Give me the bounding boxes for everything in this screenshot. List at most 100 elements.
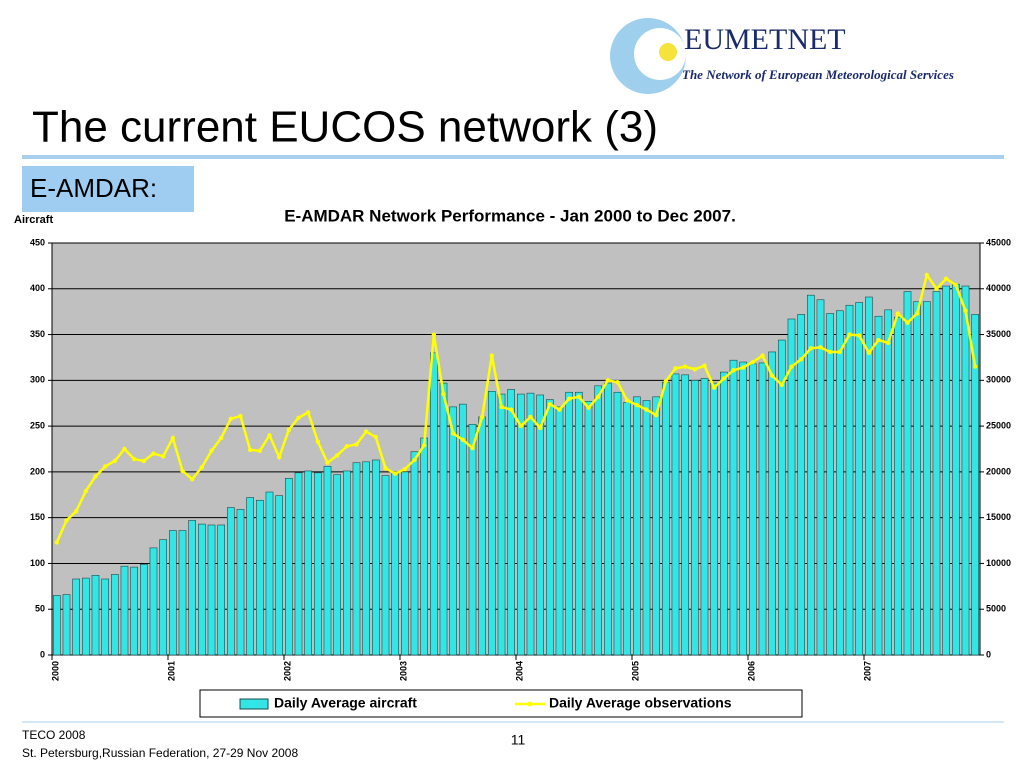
- bar: [700, 378, 709, 656]
- bar: [555, 406, 564, 656]
- bar: [227, 507, 235, 656]
- bar: [91, 575, 100, 656]
- line-marker: [566, 396, 572, 401]
- line-marker: [547, 401, 553, 407]
- line-marker: [64, 518, 69, 523]
- bar: [710, 382, 719, 656]
- x-tick-label: 2004: [514, 661, 524, 681]
- line-marker: [228, 416, 234, 421]
- line-marker: [354, 442, 359, 447]
- line-marker: [112, 458, 118, 464]
- bar: [169, 530, 177, 656]
- line-marker: [276, 455, 282, 460]
- bar: [729, 359, 738, 656]
- y2-tick-label: 10000: [986, 558, 1011, 568]
- line-marker: [180, 468, 185, 474]
- line-marker: [73, 509, 79, 514]
- bar: [439, 382, 448, 656]
- line-marker: [721, 376, 727, 381]
- bar: [82, 577, 90, 656]
- line-marker: [479, 414, 485, 420]
- bar: [787, 318, 796, 656]
- line-marker: [392, 471, 398, 476]
- footer-text: St. Petersburg,Russian Federation, 27-29…: [22, 746, 298, 760]
- line-marker: [189, 477, 195, 482]
- line-marker: [634, 402, 640, 408]
- line-marker: [702, 363, 707, 368]
- bar: [410, 451, 419, 656]
- bar: [497, 393, 506, 656]
- bar: [574, 391, 583, 656]
- line-marker: [682, 364, 688, 369]
- line-marker: [257, 448, 263, 454]
- logo-subtitle: The Network of European Meteorological S…: [682, 67, 954, 82]
- line-marker: [605, 378, 611, 383]
- y2-tick-label: 5000: [986, 604, 1006, 614]
- line-marker: [953, 282, 959, 288]
- bar: [719, 371, 728, 656]
- bar: [188, 520, 196, 656]
- line-marker: [663, 379, 669, 384]
- line-marker: [837, 349, 843, 355]
- bar: [603, 382, 612, 656]
- bar: [748, 363, 757, 656]
- line-marker: [441, 391, 446, 397]
- bar: [449, 406, 457, 656]
- line-marker: [122, 446, 127, 452]
- line-marker: [450, 431, 456, 436]
- legend-box: [199, 689, 803, 718]
- bar: [971, 314, 980, 656]
- bar: [816, 299, 825, 656]
- bar: [159, 539, 167, 656]
- bar: [516, 393, 525, 656]
- bar: [333, 474, 341, 656]
- bar: [951, 283, 960, 656]
- bar: [198, 523, 206, 656]
- footer-text: TECO 2008: [22, 728, 86, 742]
- line-marker: [586, 405, 591, 410]
- bar: [420, 437, 428, 656]
- line-marker: [373, 434, 379, 440]
- bar: [62, 594, 71, 656]
- page-number: 11: [511, 732, 526, 748]
- bar: [246, 497, 254, 656]
- y2-tick-label: 40000: [986, 283, 1011, 293]
- line-marker: [54, 540, 60, 545]
- line-marker: [131, 456, 137, 462]
- bar: [613, 391, 622, 656]
- line-marker: [924, 272, 930, 278]
- bar: [642, 400, 651, 656]
- bar: [120, 565, 129, 656]
- bar: [217, 524, 225, 656]
- bar: [893, 316, 902, 656]
- line-marker: [431, 332, 437, 337]
- y-axis-label: Aircraft: [14, 214, 53, 226]
- x-tick-label: 2000: [50, 661, 60, 681]
- bar: [304, 470, 312, 656]
- line-marker: [325, 460, 330, 465]
- line-marker: [885, 340, 891, 345]
- bar: [101, 578, 109, 656]
- bar: [478, 416, 486, 656]
- line-marker: [199, 465, 205, 470]
- y-tick-label: 250: [30, 420, 45, 430]
- y-tick-label: 100: [30, 558, 45, 568]
- line-marker: [943, 276, 949, 281]
- bar: [429, 352, 438, 656]
- x-tick-label: 2003: [398, 661, 408, 681]
- line-marker: [711, 385, 717, 390]
- y2-tick-label: 20000: [986, 466, 1011, 476]
- bar: [594, 385, 603, 656]
- bar: [178, 530, 187, 656]
- bar: [313, 472, 322, 656]
- line-marker: [315, 439, 321, 444]
- bar: [922, 301, 931, 656]
- legend-swatch: [239, 698, 269, 710]
- bar: [835, 310, 844, 656]
- line-marker: [160, 454, 166, 459]
- bar: [526, 392, 535, 656]
- y-tick-label: 50: [35, 604, 45, 614]
- line-marker: [470, 445, 475, 451]
- chart: 0 50 100 150 200 250 300 350 400 450 0 5000 10000 150…: [30, 237, 1011, 718]
- bar: [903, 291, 912, 656]
